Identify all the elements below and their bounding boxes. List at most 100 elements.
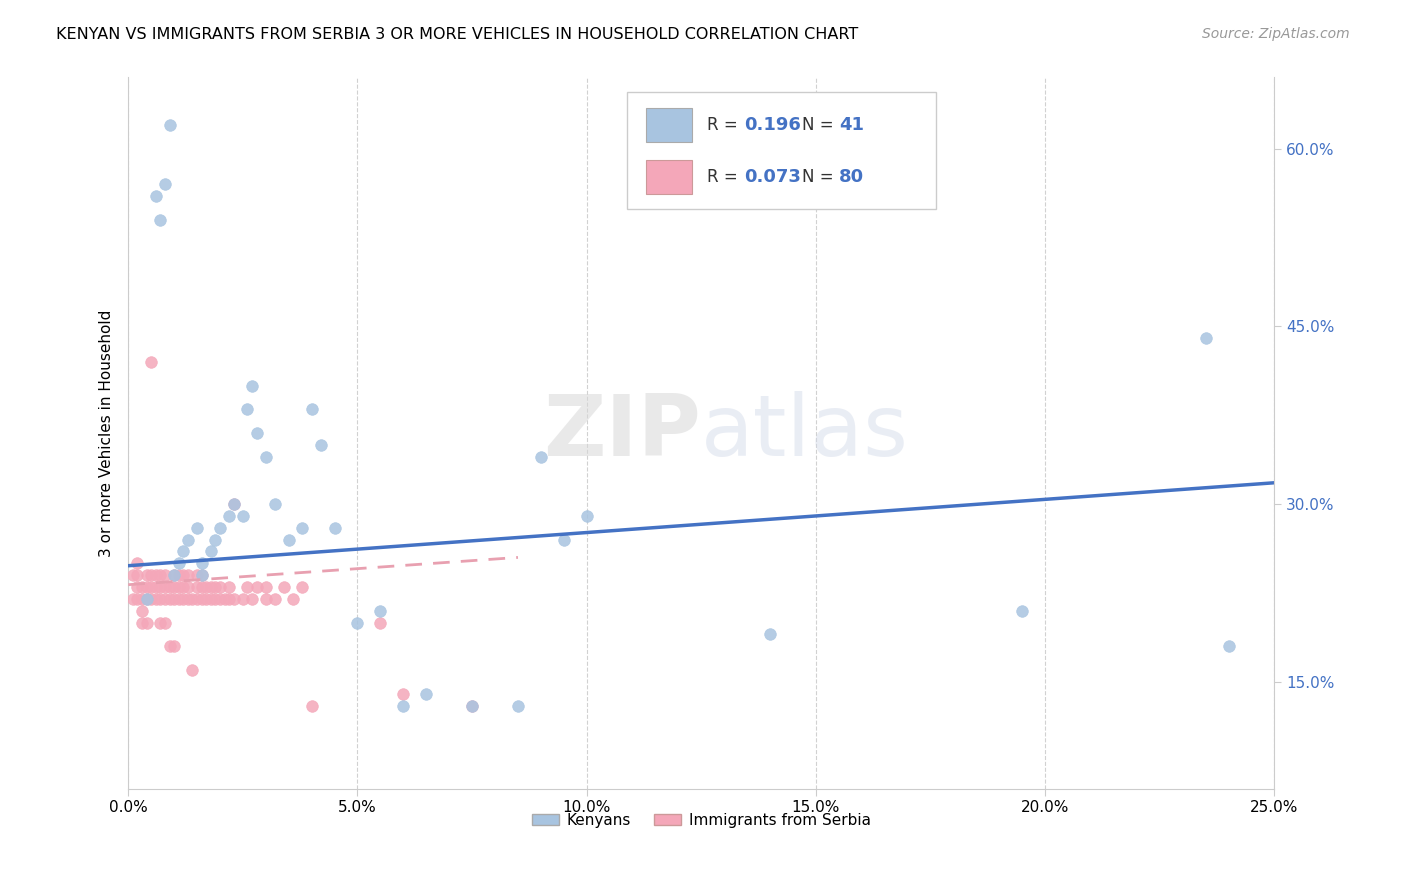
Point (177, 591, 200, 606)
Point (530, 450, 553, 464)
Point (145, 189, 167, 203)
Text: N =: N = (803, 168, 839, 186)
FancyBboxPatch shape (647, 108, 692, 142)
Point (553, 533, 575, 547)
Point (190, 591, 212, 606)
Point (159, 580, 181, 594)
Text: 41: 41 (839, 116, 863, 134)
Point (163, 568, 186, 582)
Point (240, 378, 263, 392)
Point (190, 557, 212, 571)
Point (218, 591, 240, 606)
Point (200, 544, 222, 558)
Point (195, 591, 218, 606)
Point (190, 568, 212, 582)
Point (506, 698, 529, 713)
Point (153, 568, 176, 582)
Point (204, 591, 226, 606)
Point (131, 604, 153, 618)
Point (195, 580, 218, 594)
Point (236, 402, 259, 417)
Point (149, 615, 172, 630)
Point (163, 640, 186, 654)
Point (127, 568, 149, 582)
Text: Source: ZipAtlas.com: Source: ZipAtlas.com (1202, 27, 1350, 41)
Point (145, 580, 167, 594)
Text: 80: 80 (839, 168, 865, 186)
Point (208, 521, 231, 535)
Point (246, 425, 269, 440)
Point (392, 687, 415, 701)
Point (177, 533, 200, 547)
Point (214, 591, 236, 606)
Text: 0.196: 0.196 (744, 116, 800, 134)
Point (323, 521, 346, 535)
Text: N =: N = (803, 116, 839, 134)
Point (1195, 331, 1218, 345)
Point (149, 568, 172, 582)
Point (301, 402, 323, 417)
Point (208, 591, 231, 606)
Point (135, 580, 157, 594)
Point (186, 521, 208, 535)
Point (291, 521, 314, 535)
Point (153, 177, 176, 191)
Point (186, 591, 208, 606)
Point (222, 497, 245, 511)
Point (135, 591, 157, 606)
Point (172, 568, 194, 582)
Point (127, 580, 149, 594)
Point (163, 580, 186, 594)
Text: R =: R = (707, 116, 744, 134)
Point (181, 663, 204, 677)
Point (759, 627, 782, 641)
Point (218, 508, 240, 523)
Point (301, 698, 323, 713)
Text: atlas: atlas (702, 392, 910, 475)
Point (149, 580, 172, 594)
Point (163, 591, 186, 606)
Point (370, 615, 392, 630)
FancyBboxPatch shape (647, 160, 692, 194)
Point (177, 580, 200, 594)
Text: ZIP: ZIP (544, 392, 702, 475)
Point (172, 591, 194, 606)
Point (135, 591, 157, 606)
Point (159, 118, 181, 132)
Point (127, 557, 149, 571)
Point (218, 580, 240, 594)
Point (370, 604, 392, 618)
Point (141, 591, 163, 606)
Point (149, 212, 172, 227)
Point (264, 497, 287, 511)
Point (283, 591, 305, 606)
Point (190, 568, 212, 582)
Point (1218, 640, 1240, 654)
Point (131, 615, 153, 630)
Point (246, 580, 269, 594)
Point (186, 568, 208, 582)
Point (141, 580, 163, 594)
Point (131, 580, 153, 594)
Point (167, 568, 190, 582)
Point (141, 355, 163, 369)
Point (135, 568, 157, 582)
Point (181, 591, 204, 606)
Point (167, 557, 190, 571)
Point (145, 591, 167, 606)
Point (273, 580, 295, 594)
Point (309, 438, 332, 452)
Point (153, 580, 176, 594)
Point (145, 568, 167, 582)
Point (264, 591, 287, 606)
Point (121, 568, 143, 582)
Point (254, 591, 277, 606)
FancyBboxPatch shape (627, 92, 936, 209)
Point (159, 640, 181, 654)
Point (461, 698, 484, 713)
Point (186, 580, 208, 594)
Point (254, 450, 277, 464)
Point (232, 508, 254, 523)
Point (172, 580, 194, 594)
Point (346, 615, 368, 630)
